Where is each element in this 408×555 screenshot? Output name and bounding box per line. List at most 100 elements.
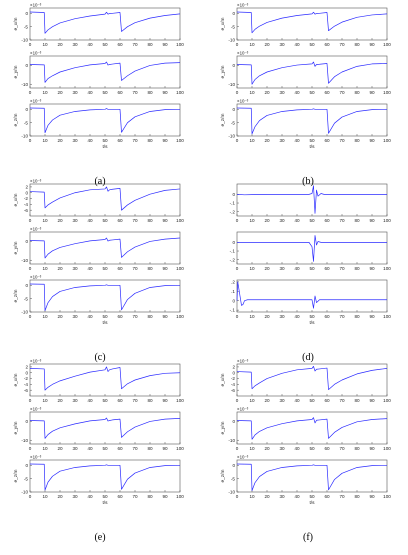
x-tick-label: 70 xyxy=(339,446,345,451)
axis-exponent: ×10⁻³ xyxy=(30,99,42,104)
x-tick-label: 40 xyxy=(294,90,300,95)
x-tick-label: 0 xyxy=(236,42,239,47)
axis-exponent: ×10⁻³ xyxy=(30,227,42,232)
y-tick-label: 0 xyxy=(25,370,28,375)
x-tick-label: 40 xyxy=(294,138,300,143)
axes-box xyxy=(236,7,388,41)
x-tick-label: 0 xyxy=(236,266,239,271)
x-tick-label: 30 xyxy=(279,138,285,143)
y-tick-label: -10 xyxy=(21,438,28,443)
x-tick-label: 50 xyxy=(102,266,108,271)
x-tick-label: 90 xyxy=(162,266,168,271)
x-tick-label: 100 xyxy=(176,42,184,47)
subplot: 0-5-100 10 20 30 40 50 60 70 80 90 100×10⁻³e_z/m xyxy=(220,99,391,144)
series-line xyxy=(29,11,181,34)
x-tick-label: 100 xyxy=(176,314,184,319)
series-line xyxy=(236,11,388,34)
x-tick-label: 40 xyxy=(87,218,93,223)
x-tick-label: 70 xyxy=(339,314,345,319)
x-tick-label: 70 xyxy=(132,494,138,499)
series-line xyxy=(29,61,181,83)
y-tick-label: -.2 xyxy=(230,257,236,262)
x-axis-label: t/s xyxy=(102,500,108,506)
y-axis-label: e_y/m xyxy=(13,421,19,434)
x-tick-label: 40 xyxy=(87,42,93,47)
x-tick-label: 10 xyxy=(249,90,255,95)
x-tick-label: 20 xyxy=(57,494,63,499)
x-tick-label: 50 xyxy=(102,494,108,499)
subplot: 0-100 10 20 30 40 50 60 70 80 90 100×10⁻³e_y/m xyxy=(220,407,391,452)
x-tick-label: 30 xyxy=(72,218,78,223)
y-tick-label: -6 xyxy=(231,388,236,393)
y-tick-label: 0 xyxy=(25,419,28,424)
series-line xyxy=(236,185,387,214)
y-axis-label: e_y/m xyxy=(220,65,226,78)
y-tick-label: -5 xyxy=(24,24,29,29)
subplot: 0-.1-.20 10 20 30 40 50 60 70 80 90 100 xyxy=(230,183,391,223)
y-tick-label: 2 xyxy=(25,365,28,370)
x-tick-label: 10 xyxy=(42,138,48,143)
y-tick-label: 0 xyxy=(25,11,28,16)
x-tick-label: 90 xyxy=(162,138,168,143)
x-tick-label: 60 xyxy=(324,218,330,223)
x-tick-label: 10 xyxy=(42,266,48,271)
x-tick-label: 20 xyxy=(264,398,270,403)
x-tick-label: 90 xyxy=(162,398,168,403)
axes-box xyxy=(236,459,388,493)
x-tick-label: 90 xyxy=(369,398,375,403)
axis-exponent: ×10⁻³ xyxy=(237,455,249,460)
y-tick-label: 0 xyxy=(232,370,235,375)
y-tick-label: -5 xyxy=(24,476,29,481)
x-tick-label: 20 xyxy=(264,42,270,47)
x-tick-label: 20 xyxy=(57,446,63,451)
x-tick-label: 60 xyxy=(324,90,330,95)
x-tick-label: 70 xyxy=(132,138,138,143)
x-tick-label: 0 xyxy=(29,266,32,271)
x-tick-label: 30 xyxy=(279,266,285,271)
x-tick-label: 100 xyxy=(176,266,184,271)
x-tick-label: 100 xyxy=(176,90,184,95)
y-tick-label: -5 xyxy=(231,476,236,481)
x-tick-label: 40 xyxy=(294,314,300,319)
series-line xyxy=(237,235,387,262)
series-line xyxy=(29,186,181,211)
x-tick-label: 20 xyxy=(57,42,63,47)
y-tick-label: -.1 xyxy=(230,308,236,313)
x-axis-label: t/s xyxy=(309,500,315,506)
x-tick-label: 90 xyxy=(369,266,375,271)
x-tick-label: 70 xyxy=(132,314,138,319)
axis-exponent: ×10⁻³ xyxy=(237,407,249,412)
axes-box xyxy=(29,55,181,89)
x-tick-label: 60 xyxy=(117,494,123,499)
x-tick-label: 80 xyxy=(147,266,153,271)
series-line xyxy=(236,61,388,85)
x-tick-label: 80 xyxy=(354,266,360,271)
x-tick-label: 40 xyxy=(87,314,93,319)
series-line xyxy=(29,283,181,312)
x-tick-label: 30 xyxy=(72,266,78,271)
series-line xyxy=(29,366,181,391)
x-tick-label: 0 xyxy=(236,218,239,223)
axes-box xyxy=(29,363,181,397)
subplot: 0-100 10 20 30 40 50 60 70 80 90 100×10⁻³e_y/m xyxy=(13,227,184,272)
x-tick-label: 70 xyxy=(132,90,138,95)
x-tick-label: 90 xyxy=(162,314,168,319)
x-tick-label: 20 xyxy=(264,138,270,143)
y-axis-label: e_z/m xyxy=(220,113,226,126)
y-axis-label: e_z/m xyxy=(13,469,19,482)
x-tick-label: 60 xyxy=(117,398,123,403)
y-tick-label: -10 xyxy=(21,258,28,263)
x-tick-label: 20 xyxy=(57,218,63,223)
y-axis-label: e_x/m xyxy=(220,17,226,30)
x-tick-label: 80 xyxy=(147,398,153,403)
y-tick-label: -10 xyxy=(228,490,235,495)
series-line xyxy=(236,107,388,135)
axes-box xyxy=(29,183,181,217)
x-axis-label: t/s xyxy=(102,320,108,326)
x-tick-label: 100 xyxy=(383,90,391,95)
y-tick-label: -4 xyxy=(24,202,29,207)
x-tick-label: 50 xyxy=(309,42,315,47)
y-tick-label: 0 xyxy=(232,107,235,112)
